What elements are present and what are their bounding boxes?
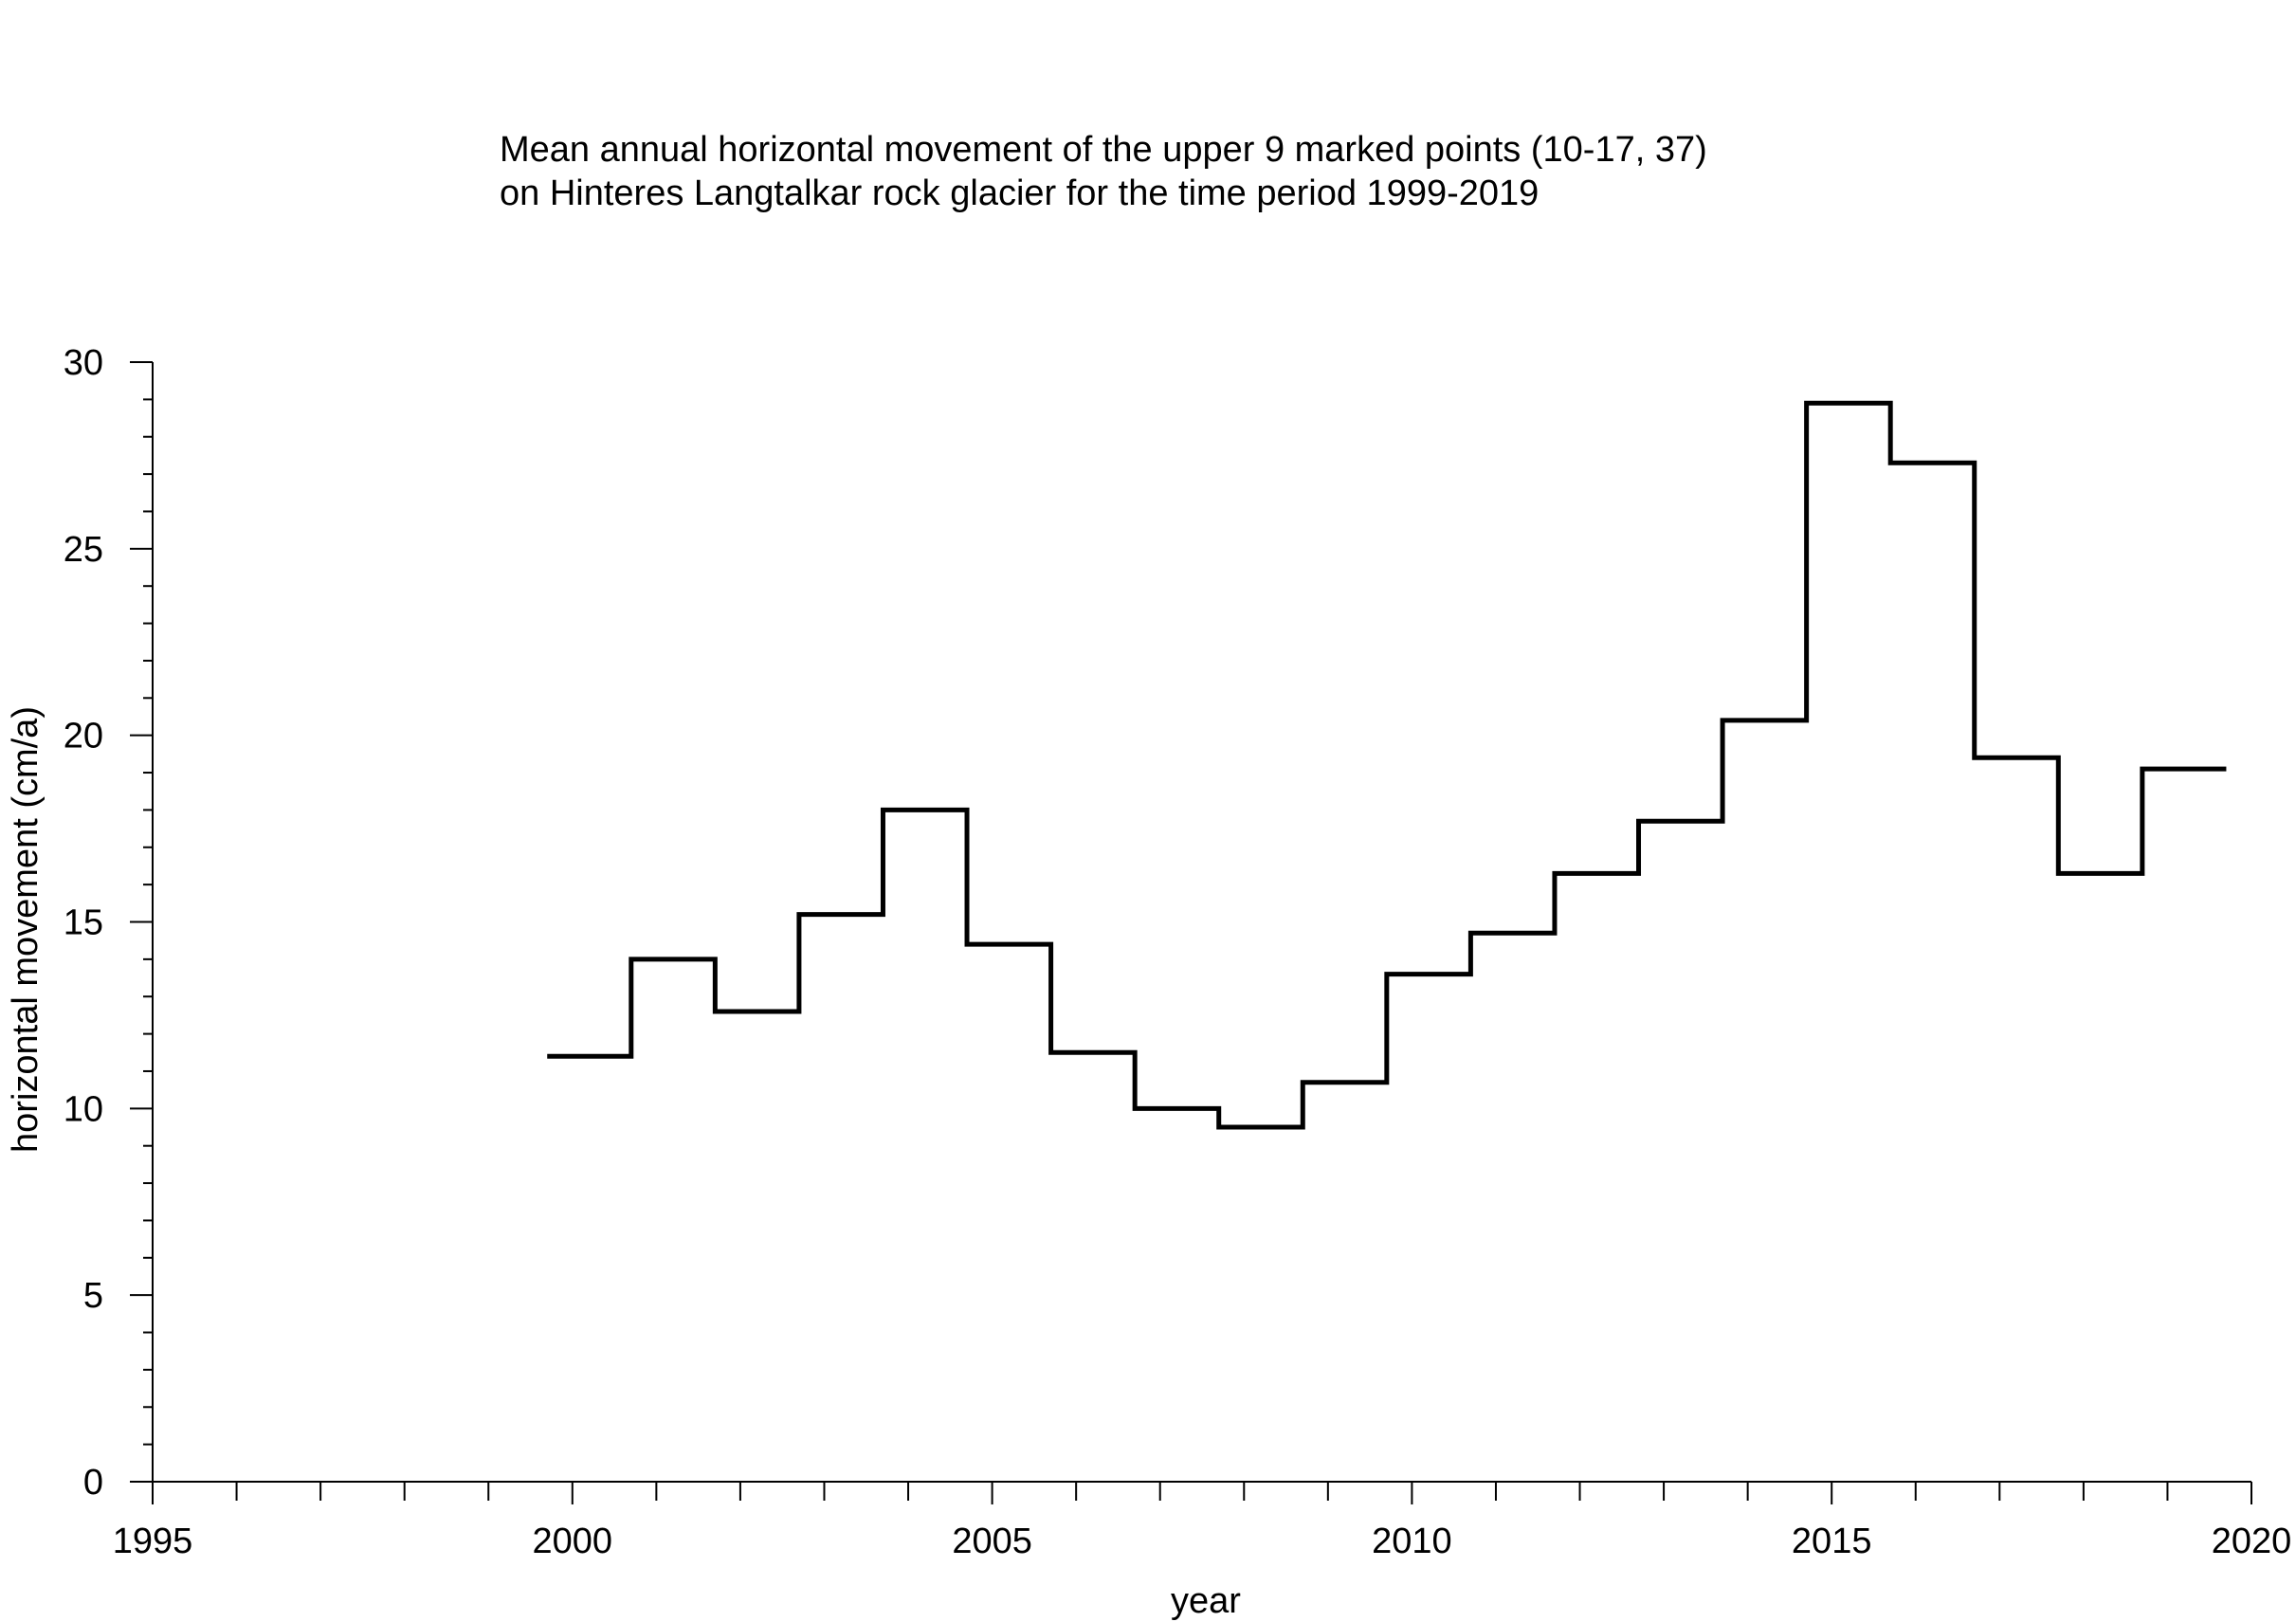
chart-title-line-1: Mean annual horizontal movement of the u… xyxy=(500,130,1707,170)
step-line xyxy=(547,400,2227,1130)
y-axis-label: horizontal movement (cm/a) xyxy=(6,706,46,1153)
x-tick-label: 1995 xyxy=(113,1522,193,1561)
x-tick-label: 2010 xyxy=(1372,1522,1452,1561)
ticks xyxy=(130,361,2252,1504)
x-tick-label: 2005 xyxy=(952,1522,1032,1561)
y-tick-label: 10 xyxy=(64,1089,103,1129)
series xyxy=(547,400,2227,1130)
x-axis-label: year xyxy=(1171,1581,1241,1621)
y-tick-label: 0 xyxy=(83,1463,103,1503)
x-tick-label: 2020 xyxy=(2212,1522,2292,1561)
chart-title-line-2: on Hinteres Langtalkar rock glacier for … xyxy=(500,173,1540,213)
x-tick-label: 2015 xyxy=(1792,1522,1872,1561)
tick-labels: 1995 2000 2005 2010 2015 2020 0 5 10 15 20 25 30 xyxy=(64,343,2292,1561)
y-tick-label: 15 xyxy=(64,903,103,943)
y-tick-label: 5 xyxy=(83,1276,103,1316)
y-tick-label: 20 xyxy=(64,717,103,756)
axes xyxy=(152,362,2251,1483)
chart-title: Mean annual horizontal movement of the u… xyxy=(500,128,1707,215)
y-tick-label: 25 xyxy=(64,530,103,570)
y-tick-label: 30 xyxy=(64,343,103,383)
x-tick-label: 2000 xyxy=(533,1522,613,1561)
